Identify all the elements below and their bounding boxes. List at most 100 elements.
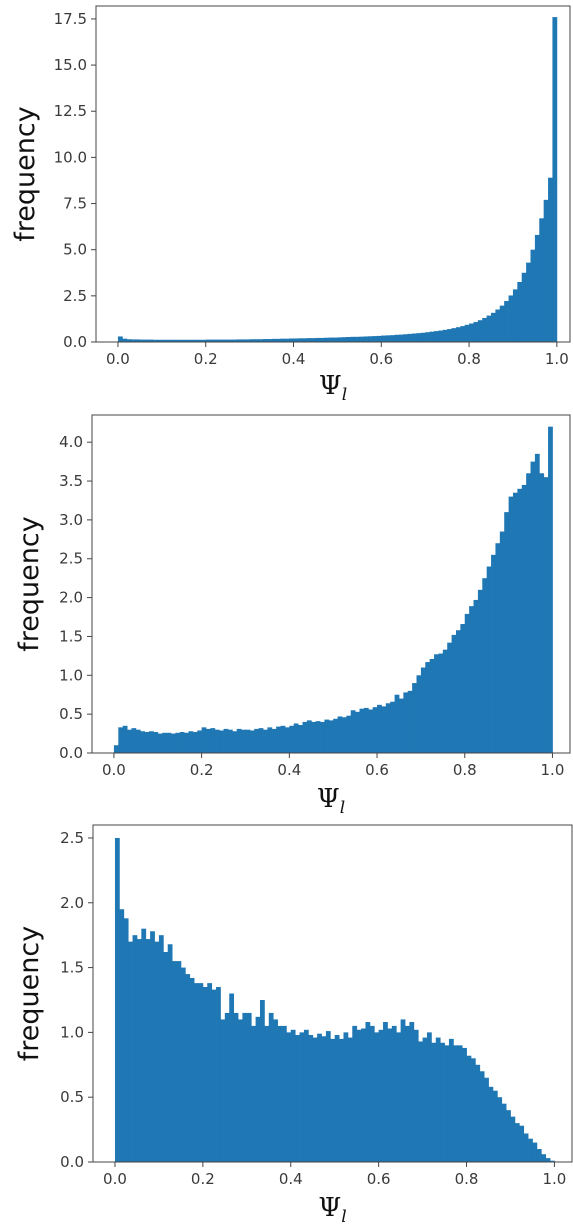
histogram-bar <box>508 295 514 342</box>
histogram-bar <box>162 732 167 753</box>
histogram-bar <box>240 339 246 342</box>
histogram-bar <box>167 944 173 1162</box>
histogram-bar <box>548 177 553 342</box>
histogram-bar <box>290 1029 296 1162</box>
histogram-bar <box>473 599 479 753</box>
histogram-bar <box>521 484 527 753</box>
histogram-bar <box>277 1025 283 1162</box>
histogram-bar <box>495 543 501 753</box>
histogram-bar <box>175 339 180 342</box>
histogram-bar <box>400 1019 406 1162</box>
histogram-bar <box>139 339 145 342</box>
x-axis-label-subscript: l <box>341 1207 346 1224</box>
histogram-bar <box>214 729 220 753</box>
histogram-bar <box>145 939 151 1162</box>
histogram-bar <box>220 1019 226 1162</box>
histogram-bar <box>409 1022 415 1162</box>
histogram-bar <box>218 339 224 342</box>
histogram-bar <box>416 675 422 753</box>
histogram-bar <box>464 613 470 753</box>
histogram-bar <box>284 727 290 753</box>
histogram-bar <box>444 1045 450 1162</box>
histogram-bar <box>548 426 553 753</box>
histogram-bar <box>341 337 347 342</box>
histogram-bar <box>451 634 457 753</box>
y-tick-label: 1.5 <box>60 959 84 977</box>
histogram-bar <box>341 717 347 753</box>
histogram-bar <box>315 337 321 342</box>
histogram-bar <box>501 1103 507 1162</box>
histogram-bar <box>438 330 444 342</box>
histogram-bar <box>539 473 545 753</box>
histogram-bar <box>320 721 325 753</box>
histogram-bar <box>118 727 124 753</box>
histogram-bar <box>473 322 479 342</box>
histogram-bar <box>227 339 233 342</box>
histogram-bar <box>363 336 369 342</box>
y-axis-label: frequency <box>14 926 45 1061</box>
histogram-bar <box>131 728 137 753</box>
histogram-bar <box>258 339 264 342</box>
histogram-bar <box>245 729 251 753</box>
histogram-bar <box>308 1034 314 1162</box>
histogram-bar <box>539 218 545 342</box>
y-tick-label: 1.0 <box>59 666 83 684</box>
y-tick-label: 2.5 <box>59 550 83 568</box>
histogram-bar <box>153 732 159 753</box>
histogram-bar <box>442 329 448 342</box>
histogram-bar <box>475 1064 481 1162</box>
histogram-bar <box>136 939 142 1162</box>
x-tick-label: 0.4 <box>279 1170 303 1188</box>
histogram-bar <box>201 727 207 753</box>
histogram-bar <box>381 706 387 753</box>
histogram-bar <box>451 328 457 342</box>
histogram-bar <box>126 339 132 342</box>
x-tick-label: 0.0 <box>106 350 130 368</box>
histogram-bar <box>223 728 229 753</box>
x-axis-label-symbol: Ψ <box>319 371 342 401</box>
histogram-bar <box>433 331 439 342</box>
histogram-bar <box>484 1077 489 1162</box>
histogram-bar <box>249 730 255 753</box>
histogram-bar <box>293 338 299 342</box>
histogram-bar <box>194 983 199 1162</box>
histogram-bar <box>398 698 404 753</box>
histogram-bar <box>166 732 172 753</box>
histogram-bar <box>180 967 186 1162</box>
histogram-bar <box>132 935 138 1162</box>
histogram-bar <box>135 339 141 342</box>
histogram-bar <box>232 339 237 342</box>
histogram-bar <box>403 692 409 753</box>
x-axis-label-symbol: Ψ <box>318 1193 341 1223</box>
y-tick-label: 17.5 <box>54 10 87 28</box>
histogram-bar <box>418 1041 423 1162</box>
histogram-bar <box>372 336 378 342</box>
x-axis-label-subscript: l <box>342 385 347 405</box>
histogram-bar <box>333 337 338 342</box>
histogram-bar <box>545 1158 551 1162</box>
y-tick-label: 1.0 <box>60 1023 84 1041</box>
x-tick-label: 1.0 <box>545 350 569 368</box>
histogram-bar <box>135 729 141 753</box>
histogram-bar <box>394 694 400 753</box>
y-tick-label: 3.0 <box>59 511 83 529</box>
x-axis-label: Ψl <box>319 371 347 405</box>
histogram-bar <box>530 461 536 753</box>
histogram-bar <box>550 1160 555 1162</box>
histogram-bar <box>144 339 150 342</box>
histogram-bar <box>251 1025 256 1162</box>
histogram-bar <box>425 662 431 753</box>
bars <box>114 837 555 1162</box>
histogram-bar <box>123 918 129 1162</box>
histogram-bar <box>413 1029 419 1162</box>
histogram-bar <box>117 336 123 342</box>
histogram-bar <box>268 1012 274 1162</box>
histogram-bar <box>232 731 238 753</box>
histogram-bar <box>201 339 207 342</box>
x-tick-label: 1.0 <box>542 1170 566 1188</box>
histogram-bar <box>508 496 514 753</box>
histogram-bar <box>158 935 164 1162</box>
axes-frame <box>91 414 571 754</box>
histogram-bar <box>469 323 474 342</box>
bars <box>117 17 558 343</box>
